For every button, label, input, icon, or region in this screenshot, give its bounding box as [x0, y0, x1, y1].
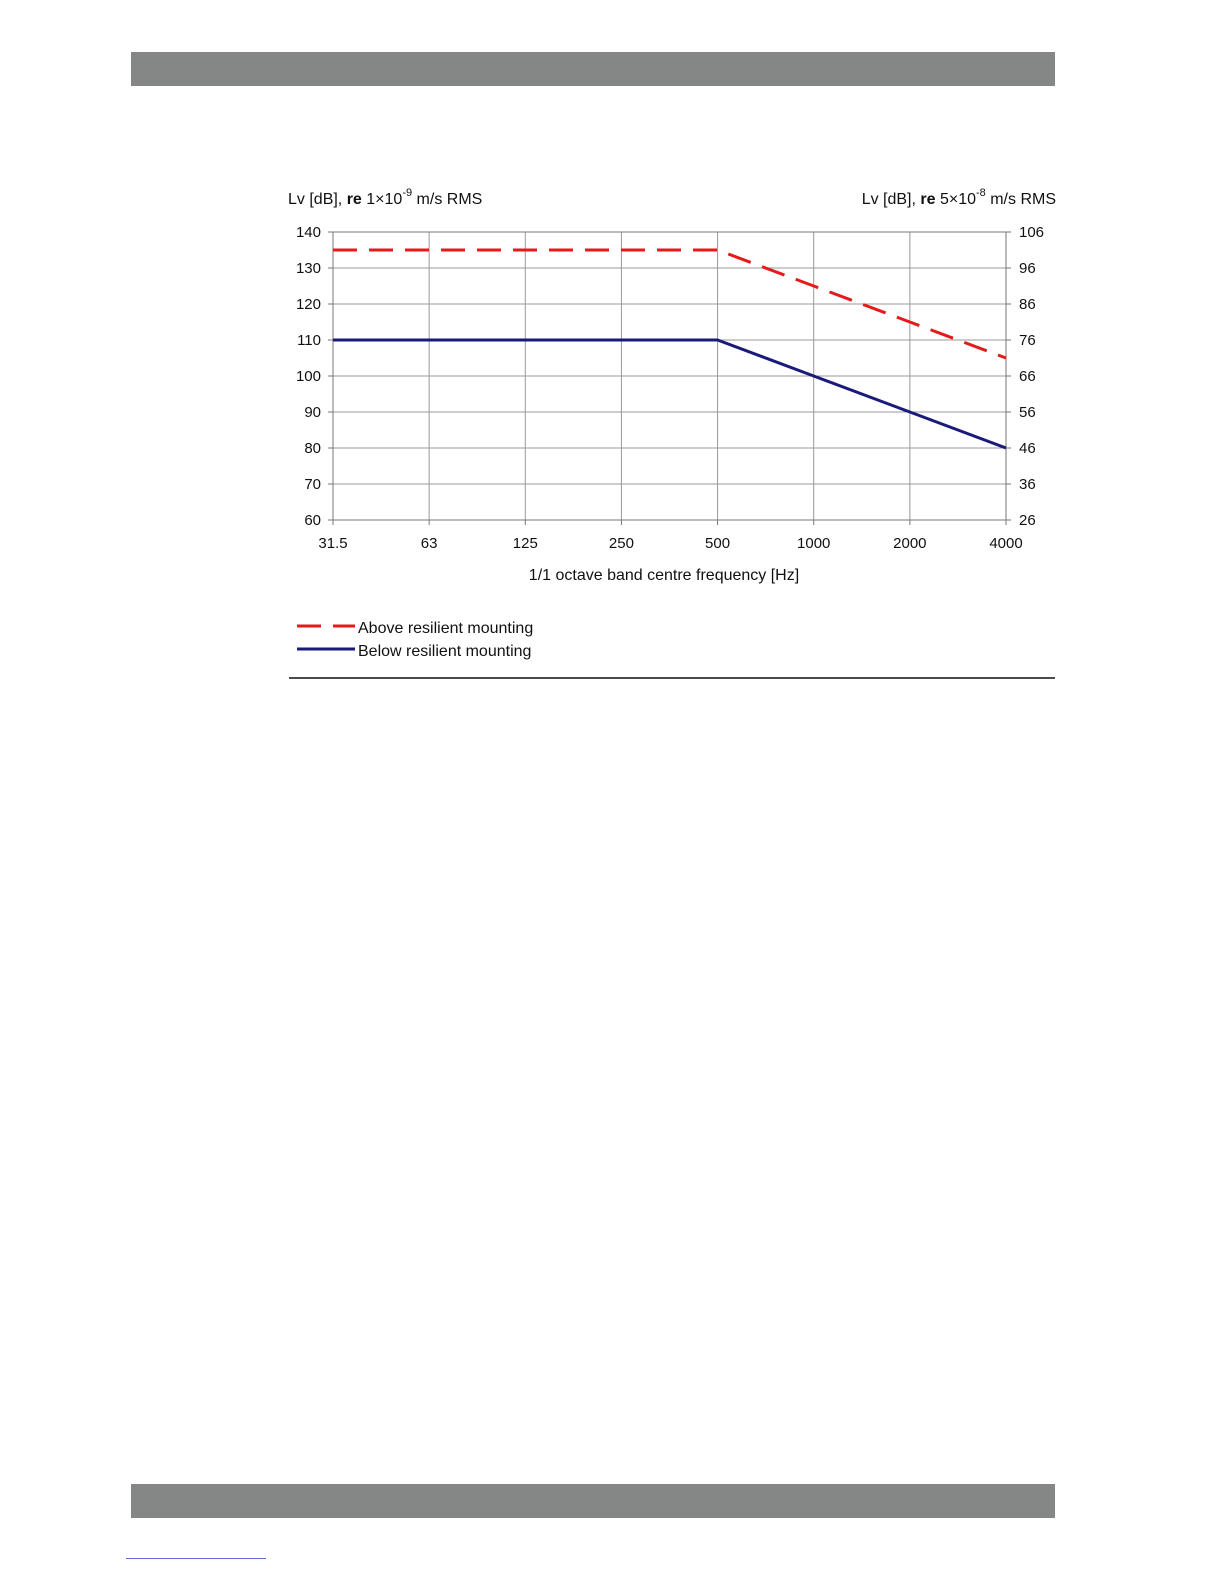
left-y-axis-title: Lv [dB], re 1×10-9 m/s RMS [288, 187, 482, 208]
right-y-tick-label: 106 [1019, 224, 1044, 241]
x-tick-label: 2000 [893, 535, 926, 552]
x-tick-label: 31.5 [318, 535, 347, 552]
right-y-tick-label: 46 [1019, 440, 1036, 457]
x-axis-title: 1/1 octave band centre frequency [Hz] [529, 567, 799, 584]
x-tick-label: 500 [705, 535, 730, 552]
left-y-tick-label: 70 [304, 476, 321, 493]
left-y-tick-label: 120 [296, 296, 321, 313]
vibration-level-chart: 60 70 80 90 100 110 120 130 140 26 36 46 56 66 76 86 96… [288, 187, 1056, 679]
series-line-above-resilient-mounting [333, 248, 1007, 360]
left-y-tick-label: 110 [297, 332, 321, 349]
x-tick-label: 250 [609, 535, 634, 552]
x-tick-label: 4000 [989, 535, 1022, 552]
left-y-tick-label: 80 [304, 440, 321, 457]
x-axis-ticks: 31.5 63 125 250 500 1000 2000 4000 [318, 520, 1023, 552]
header-bar [131, 52, 1055, 86]
chart-series [333, 248, 1007, 450]
chart-grid [333, 232, 1006, 520]
right-y-axis-ticks: 26 36 46 56 66 76 86 96 106 [1006, 224, 1044, 529]
right-y-tick-label: 26 [1019, 512, 1036, 529]
left-y-tick-label: 140 [296, 224, 321, 241]
right-y-tick-label: 96 [1019, 260, 1036, 277]
legend-label-below: Below resilient mounting [358, 643, 531, 660]
series-line-below-resilient-mounting [333, 338, 1007, 450]
x-tick-label: 63 [421, 535, 438, 552]
right-y-tick-label: 66 [1019, 368, 1036, 385]
right-y-tick-label: 76 [1019, 332, 1036, 349]
left-y-tick-label: 60 [304, 512, 321, 529]
left-y-tick-label: 130 [296, 260, 321, 277]
left-y-tick-label: 100 [296, 368, 321, 385]
right-y-axis-title: Lv [dB], re 5×10-8 m/s RMS [862, 187, 1056, 208]
chart-legend: Above resilient mounting Below resilient… [297, 620, 533, 660]
right-y-tick-label: 36 [1019, 476, 1036, 493]
right-y-tick-label: 56 [1019, 404, 1036, 421]
right-y-tick-label: 86 [1019, 296, 1036, 313]
x-tick-label: 125 [513, 535, 538, 552]
x-tick-label: 1000 [797, 535, 830, 552]
footer-link-underline [126, 1558, 266, 1559]
footer-bar [131, 1484, 1055, 1518]
left-y-tick-label: 90 [304, 404, 321, 421]
legend-label-above: Above resilient mounting [358, 620, 533, 637]
left-y-axis-ticks: 60 70 80 90 100 110 120 130 140 [296, 224, 333, 529]
